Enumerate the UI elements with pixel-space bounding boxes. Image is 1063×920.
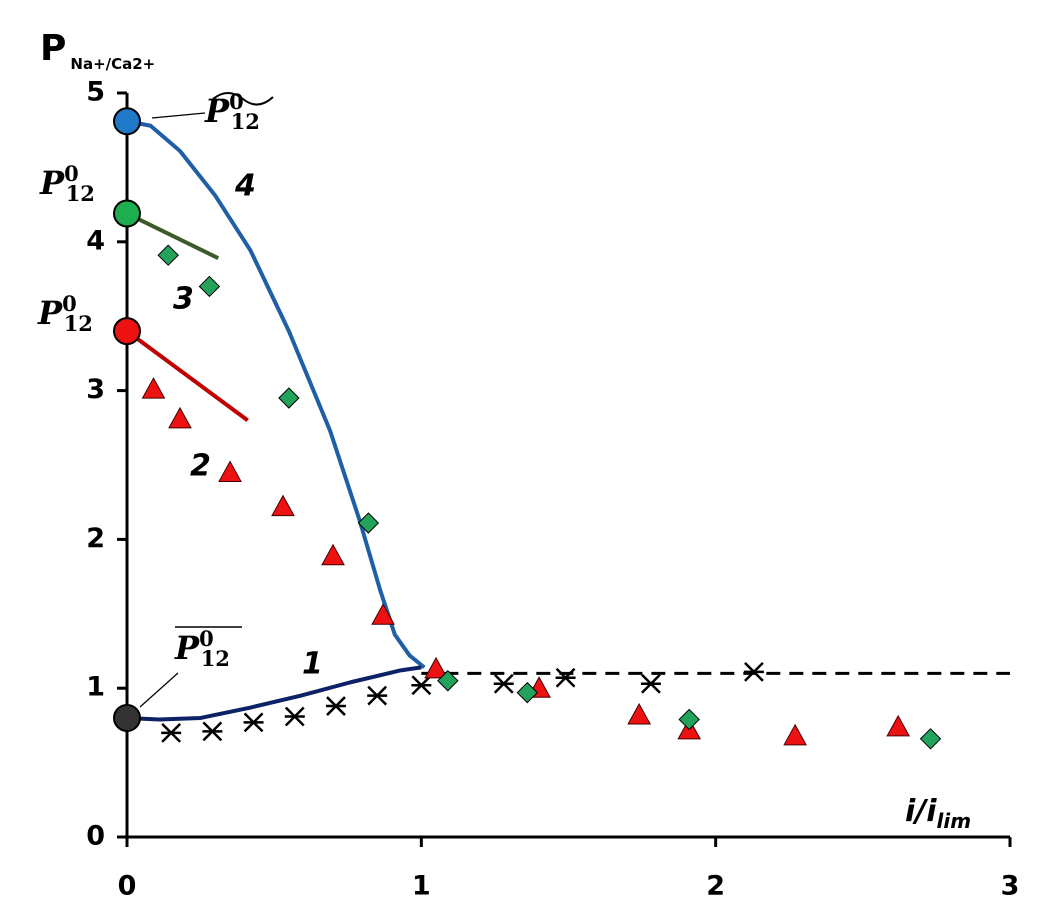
diamond-marker <box>678 708 700 731</box>
triangle-marker <box>168 406 192 429</box>
annotation-main: P <box>174 629 200 667</box>
diamond-marker <box>198 275 221 298</box>
x-label-main: i/i <box>905 794 937 829</box>
leader-line <box>139 672 179 708</box>
x-tick-label: 3 <box>1001 871 1020 902</box>
triangle-marker <box>271 494 295 517</box>
axis-point <box>113 703 141 732</box>
triangle-marker <box>141 377 166 399</box>
diamond-marker <box>357 512 380 534</box>
triangle-marker <box>424 656 448 679</box>
y-tick-label: 5 <box>86 77 105 108</box>
y-tick-label: 3 <box>86 374 105 405</box>
diamond-marker <box>278 387 300 409</box>
x-tick-label: 0 <box>118 871 137 902</box>
triangle-marker <box>627 702 651 725</box>
triangle-marker <box>371 603 395 625</box>
curve <box>126 211 220 260</box>
cross-marker <box>325 696 346 716</box>
cross-marker <box>202 721 223 742</box>
x-label-sub: lim <box>937 809 972 833</box>
triangle-marker <box>886 714 910 737</box>
cross-marker <box>493 673 514 694</box>
curve <box>125 329 249 422</box>
cross-marker <box>367 685 388 706</box>
x-tick-label: 2 <box>706 871 725 902</box>
cross-marker <box>284 706 305 727</box>
annotation: P0 12 <box>204 89 260 134</box>
diamond-marker <box>516 681 539 704</box>
cross-marker <box>555 667 576 688</box>
tilde <box>212 92 274 106</box>
annotation: P0 12 <box>174 626 230 671</box>
annotation: P0 12 <box>37 291 93 336</box>
curve-label: 4 <box>234 169 256 204</box>
curve-label: 1 <box>302 647 323 682</box>
cross-marker <box>743 661 764 682</box>
y-tick-label: 0 <box>86 821 105 852</box>
cross-marker <box>640 673 661 694</box>
curve <box>126 665 422 722</box>
triangle-marker <box>218 460 242 482</box>
y-tick-label: 4 <box>86 225 105 256</box>
cross-marker <box>243 712 264 733</box>
annotation-sub: 12 <box>66 181 95 206</box>
axis-point <box>113 107 141 136</box>
curve-label: 3 <box>173 282 194 317</box>
annotation-sup: 0 <box>229 89 244 114</box>
y-tick-label: 1 <box>86 672 105 703</box>
cross-marker <box>411 675 432 696</box>
annotation-sup: 0 <box>64 161 79 186</box>
annotation-main: P <box>39 164 65 202</box>
annotation-sup: 0 <box>199 626 214 651</box>
diamond-marker <box>157 244 179 266</box>
diamond-marker <box>437 670 459 692</box>
triangle-marker <box>321 543 345 566</box>
triangle-marker <box>783 723 807 746</box>
axis-point <box>113 317 141 346</box>
annotation-main: P <box>37 294 63 332</box>
y-axis-label: P Na+/Ca2+ <box>40 28 155 73</box>
x-axis-label: i/ilim <box>905 794 971 833</box>
cross-marker <box>161 722 182 743</box>
annotation-sub: 12 <box>201 646 230 671</box>
annotation: P0 12 <box>39 161 95 206</box>
annotation-main: P <box>204 92 230 130</box>
curve-label: 2 <box>190 449 211 484</box>
leader-line <box>151 112 206 119</box>
annotation-sub: 12 <box>64 311 93 336</box>
curve <box>126 119 426 669</box>
y-tick-label: 2 <box>86 523 105 554</box>
x-tick-label: 1 <box>412 871 431 902</box>
diamond-marker <box>919 728 942 750</box>
annotation-sub: 12 <box>231 109 260 134</box>
y-label-sub: Na+/Ca2+ <box>70 55 155 73</box>
annotation-sup: 0 <box>62 291 77 316</box>
axis-point <box>113 199 141 228</box>
y-label-main: P <box>40 28 66 69</box>
